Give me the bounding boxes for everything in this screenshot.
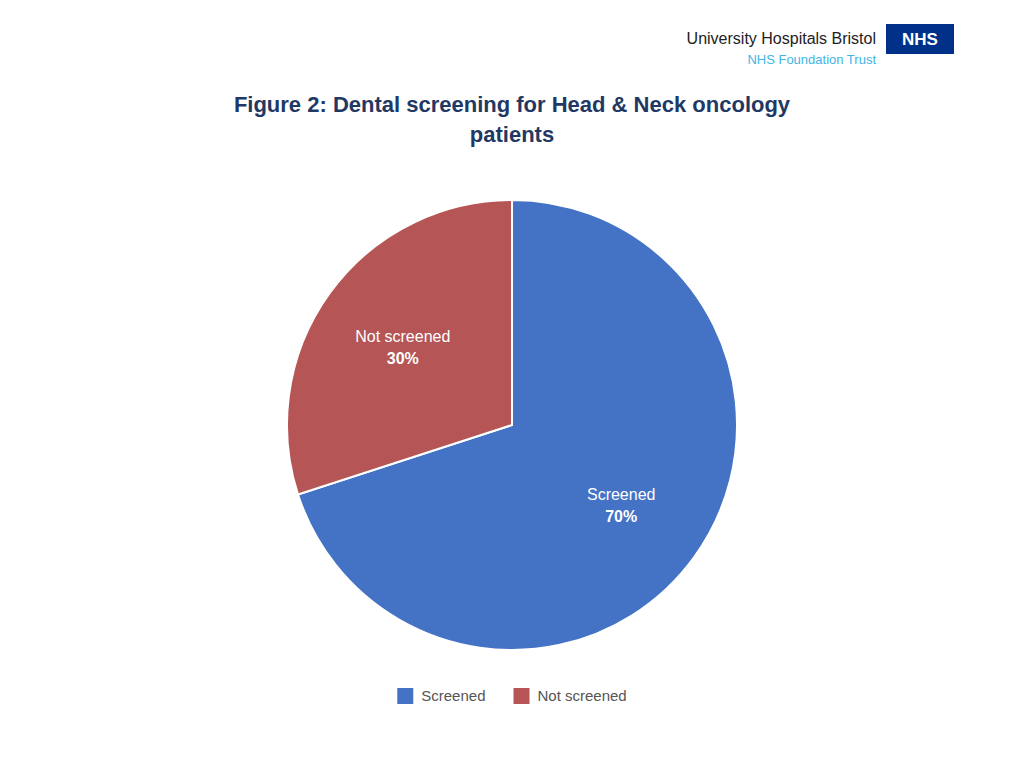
chart: University Hospitals Bristol NHS NHS Found… [0, 0, 1024, 768]
data-label: 30% [387, 350, 419, 367]
legend-swatch [514, 688, 530, 704]
data-label: 70% [605, 508, 637, 525]
data-labels: Screened 70% Not screened 30% [355, 328, 655, 526]
title-line: patients [470, 122, 554, 147]
annotation: NHS Foundation Trust [747, 52, 876, 67]
title-line: Figure 2: Dental screening for Head & Ne… [234, 92, 791, 117]
data-label-name: Not screened [355, 328, 450, 345]
title: Figure 2: Dental screening for Head & Ne… [234, 92, 791, 147]
logo-box [886, 24, 954, 54]
legend-entry: Not screened [538, 687, 627, 704]
annotation: University Hospitals Bristol [687, 30, 876, 47]
data-label-name: Screened [587, 486, 656, 503]
legend-swatch [397, 688, 413, 704]
background [0, 0, 1024, 768]
pie-slice [287, 200, 512, 495]
pie [287, 200, 737, 650]
legend-entry: Screened [421, 687, 485, 704]
legend: Screened Not screened [397, 687, 626, 704]
annotation: NHS [902, 30, 938, 49]
